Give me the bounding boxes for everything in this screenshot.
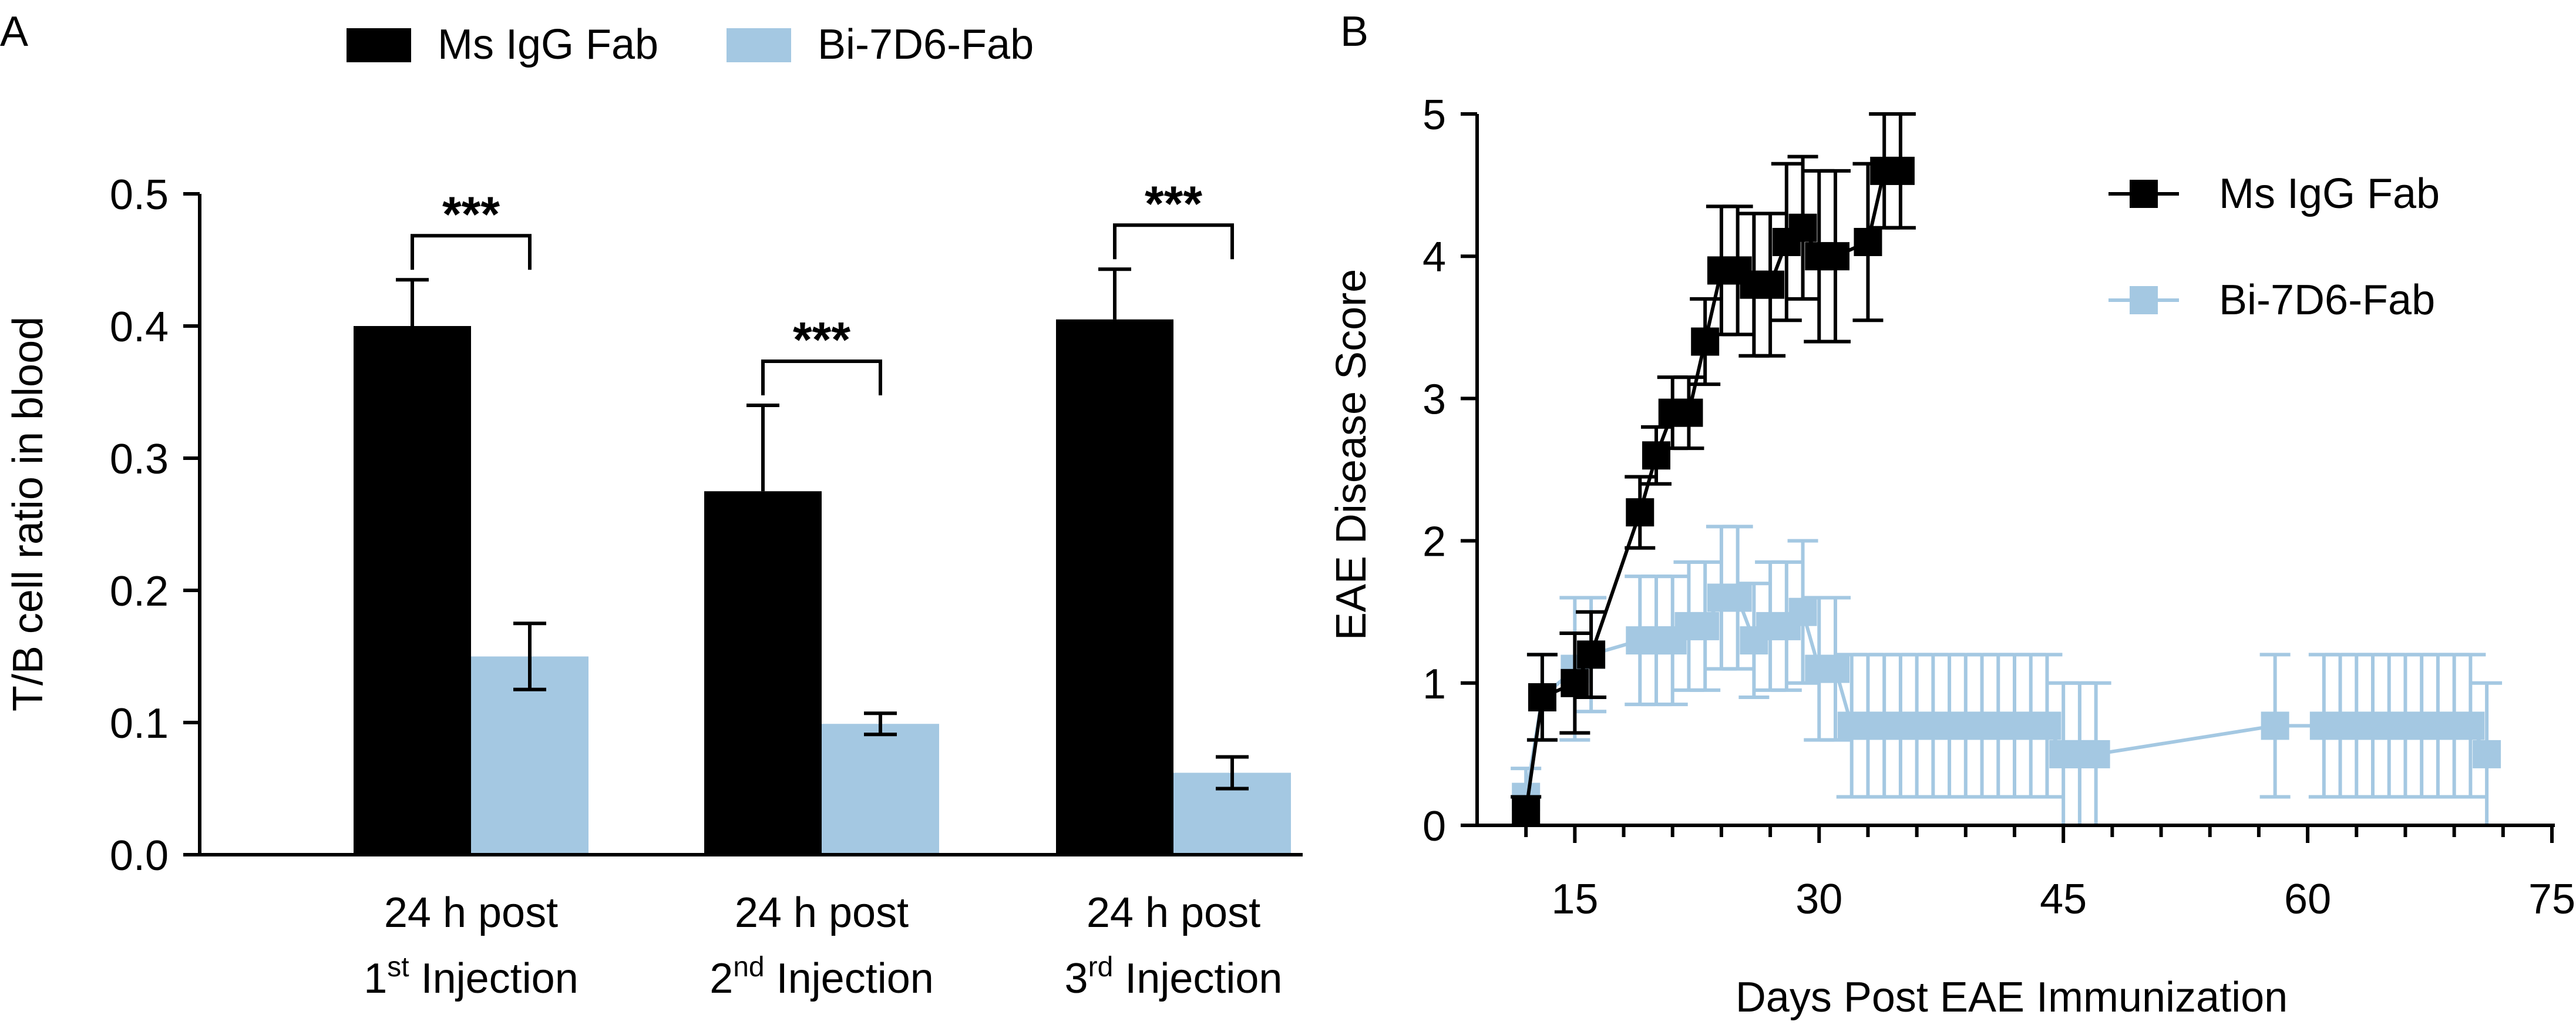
x-category-ordinal-suffix: st <box>387 952 409 983</box>
x-axis-title-b: Days Post EAE Immunization <box>1736 974 2288 1021</box>
x-category-label-line2: 3rd Injection <box>1065 952 1283 1002</box>
data-point-bi <box>2081 740 2110 768</box>
y-tick-label-a: 0.1 <box>110 700 169 747</box>
legend-a: Ms IgG Fab Bi-7D6-Fab <box>347 21 1034 68</box>
data-point-ms <box>1642 441 1670 470</box>
legend-a-swatch-bi <box>727 28 791 62</box>
data-point-bi <box>2456 711 2485 740</box>
x-category-label-rest: Injection <box>765 955 934 1002</box>
x-tick-label-b: 15 <box>1551 876 1598 923</box>
legend-b: Ms IgG Fab Bi-7D6-Fab <box>2108 170 2440 324</box>
y-tick-label-a: 0.2 <box>110 568 169 615</box>
legend-a-label-ms: Ms IgG Fab <box>438 21 658 68</box>
y-tick-label-b: 3 <box>1422 376 1446 423</box>
data-point-bi <box>1691 612 1720 640</box>
y-axis-title-a: T/B cell ratio in blood <box>5 317 52 711</box>
bar-bi <box>822 724 939 855</box>
x-category-label-line1: 24 h post <box>735 889 909 936</box>
panel-a: A Ms IgG Fab Bi-7D6-Fab T/B cell ratio i… <box>0 8 1303 1002</box>
data-point-ms <box>1561 668 1589 697</box>
x-category-label-line1: 24 h post <box>1087 889 1260 936</box>
y-tick-label-b: 4 <box>1422 234 1446 281</box>
legend-b-label-bi: Bi-7D6-Fab <box>2219 277 2435 324</box>
y-tick-label-a: 0.4 <box>110 304 169 351</box>
significance-label: *** <box>793 312 850 367</box>
data-point-ms <box>1788 213 1817 242</box>
data-point-bi <box>1788 597 1817 626</box>
x-category-label-line2: 1st Injection <box>364 952 579 1002</box>
data-point-ms <box>1626 498 1654 527</box>
x-category-ordinal: 2 <box>709 955 733 1002</box>
y-axis-title-b: EAE Disease Score <box>1328 269 1375 640</box>
y-tick-label-a: 0.0 <box>110 832 169 879</box>
x-category-label-line2: 2nd Injection <box>709 952 934 1002</box>
y-tick-label-b: 2 <box>1422 519 1446 566</box>
data-point-bi <box>1723 583 1752 612</box>
y-tick-label-a: 0.5 <box>110 172 169 219</box>
x-category-ordinal-suffix: rd <box>1088 952 1114 983</box>
data-point-bi <box>2033 711 2062 740</box>
y-tick-label-b: 0 <box>1422 803 1446 850</box>
legend-b-marker-ms <box>2130 180 2158 208</box>
y-tick-label-b: 1 <box>1422 661 1446 708</box>
x-category-ordinal: 3 <box>1065 955 1088 1002</box>
data-point-ms <box>1756 270 1785 299</box>
x-category-2: 24 h post 2nd Injection <box>709 889 934 1002</box>
legend-b-label-ms: Ms IgG Fab <box>2219 170 2440 217</box>
data-point-ms <box>1821 242 1849 271</box>
bar-ms <box>704 491 822 855</box>
x-category-label-line1: 24 h post <box>384 889 558 936</box>
x-category-label-rest: Injection <box>1113 955 1282 1002</box>
legend-a-swatch-ms <box>347 28 411 62</box>
x-category-label-rest: Injection <box>409 955 579 1002</box>
significance-bracket <box>761 360 882 395</box>
x-tick-label-b: 45 <box>2040 876 2087 923</box>
x-category-ordinal: 1 <box>364 955 387 1002</box>
data-point-ms <box>1512 797 1541 825</box>
x-category-3: 24 h post 3rd Injection <box>1065 889 1283 1002</box>
data-point-ms <box>1691 327 1720 356</box>
x-tick-label-b: 60 <box>2284 876 2331 923</box>
data-point-ms <box>1528 683 1556 712</box>
significance-bracket <box>411 234 532 270</box>
data-point-ms <box>1886 156 1915 185</box>
data-point-bi <box>2261 711 2289 740</box>
y-tick-label-b: 5 <box>1422 92 1446 139</box>
bar-ms <box>354 326 471 855</box>
data-point-ms <box>1577 640 1606 669</box>
legend-a-label-bi: Bi-7D6-Fab <box>818 21 1034 68</box>
data-point-ms <box>1854 227 1882 256</box>
x-tick-label-b: 30 <box>1795 876 1842 923</box>
significance-label: *** <box>442 186 500 241</box>
x-category-1: 24 h post 1st Injection <box>364 889 579 1002</box>
panel-b: B EAE Disease Score Days Post EAE Immuni… <box>1328 8 2575 1021</box>
x-tick-label-b: 75 <box>2528 876 2575 923</box>
panel-a-label: A <box>0 8 28 55</box>
panel-b-label: B <box>1340 8 1368 55</box>
significance-label: *** <box>1145 176 1202 231</box>
data-point-bi <box>2473 740 2501 768</box>
data-point-bi <box>1821 654 1849 683</box>
x-category-ordinal-suffix: nd <box>733 952 764 983</box>
data-point-ms <box>1674 398 1703 427</box>
y-tick-label-a: 0.3 <box>110 436 169 483</box>
legend-b-marker-bi <box>2130 286 2158 314</box>
significance-bracket <box>1113 223 1234 260</box>
bar-ms <box>1056 319 1173 855</box>
